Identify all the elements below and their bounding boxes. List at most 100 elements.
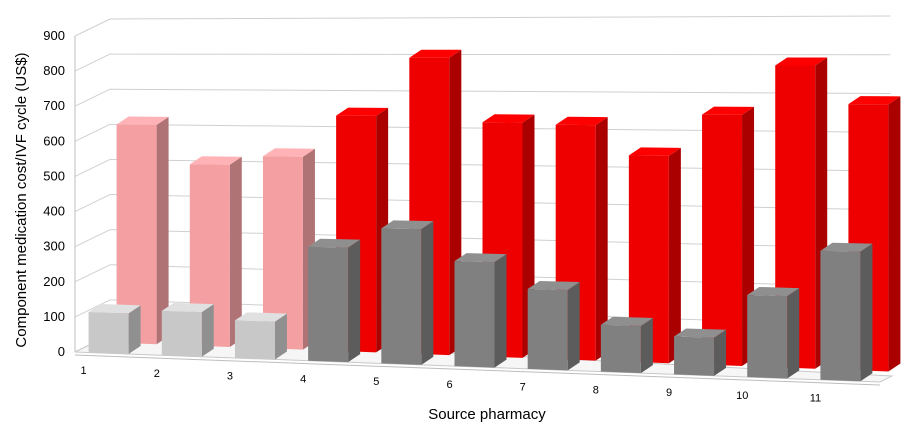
bar-front-11-side (860, 243, 873, 382)
bar-back-1 (116, 116, 169, 345)
bar-front-2-top (161, 302, 214, 313)
bar-back-2-top (189, 156, 242, 165)
bar-front-3-side (274, 313, 287, 360)
x-tick-label: 8 (593, 384, 599, 396)
x-axis-line (74, 354, 881, 386)
bar-back-2-front (189, 164, 230, 347)
bar-front-9-side (714, 329, 727, 376)
bar-front-1-front (88, 312, 129, 354)
bar-front-8 (600, 316, 653, 374)
bar-front-6-front (454, 261, 495, 368)
bar-front-2-side (201, 304, 214, 357)
bar-back-2 (189, 156, 242, 347)
bar-front-4-front (308, 246, 349, 363)
x-axis-label: Source pharmacy (428, 406, 546, 423)
bar-back-4-top (336, 107, 389, 116)
y-tick-label: 300 (43, 239, 65, 254)
x-tick-label: 2 (154, 368, 160, 380)
gridline-side (74, 229, 111, 248)
bar-back-11-top (848, 96, 901, 105)
bar-front-3 (234, 312, 287, 360)
y-tick-label: 200 (43, 274, 65, 289)
gridline-side (74, 53, 111, 72)
gridline-side (74, 18, 111, 37)
bar-front-5-front (381, 228, 422, 365)
y-tick-label: 700 (43, 98, 65, 113)
bar-front-2-front (161, 310, 202, 357)
bar-back-9-top (702, 106, 755, 115)
y-tick-label: 500 (43, 168, 65, 183)
gridline-side (74, 123, 111, 142)
gridline (109, 53, 891, 56)
bar-front-11-front (820, 250, 861, 382)
bar-front-2 (161, 302, 214, 357)
y-tick-label: 100 (43, 309, 65, 324)
bar-front-4-top (308, 238, 361, 248)
gridline-side (74, 158, 111, 177)
bar-front-4 (308, 238, 361, 363)
bar-front-1-side (128, 305, 141, 354)
gridline-side (74, 88, 111, 107)
bar-front-10 (747, 286, 800, 379)
bar-front-8-side (640, 317, 653, 374)
x-tick-label: 4 (300, 373, 306, 385)
bar-front-1 (88, 304, 141, 354)
y-axis-label: Component medication cost/IVF cycle (US$… (13, 52, 30, 347)
bar-front-8-top (600, 316, 653, 326)
bar-back-9 (702, 106, 755, 367)
bar-front-5-top (381, 220, 434, 230)
x-tick-label: 10 (736, 390, 748, 402)
bar-back-7-top (555, 116, 608, 126)
bar-front-10-top (747, 286, 800, 297)
bar-front-7-front (527, 288, 568, 371)
gridline-side (74, 299, 111, 318)
x-tick-label: 6 (446, 379, 452, 391)
y-tick-label: 0 (58, 344, 65, 359)
x-tick-label: 9 (666, 387, 672, 399)
gridline-side (74, 264, 111, 283)
bar-front-6 (454, 253, 507, 368)
bar-front-7-top (527, 280, 580, 291)
bar-back-8-top (628, 147, 681, 156)
bars (88, 49, 901, 382)
bar-back-3-top (262, 148, 315, 157)
bar-front-7 (527, 280, 580, 371)
bar-back-2-side (229, 156, 242, 347)
bar-back-8-side (668, 147, 681, 364)
bar-back-3-front (262, 156, 303, 350)
bar-front-8-front (600, 324, 641, 374)
bar-back-5-top (409, 49, 462, 58)
y-axis-ticks: 0 100 200 300 400 500 600 700 800 900 (43, 28, 65, 359)
y-tick-label: 400 (43, 204, 65, 219)
bar-back-1-front (116, 124, 157, 345)
bar-front-6-top (454, 253, 507, 263)
x-tick-label: 3 (227, 371, 233, 383)
bar-front-4-side (348, 239, 361, 363)
gridline (109, 88, 891, 95)
bar-front-9-top (674, 328, 727, 338)
gridline-side (74, 194, 111, 213)
bar-front-9 (674, 328, 727, 376)
bar-front-1-top (88, 304, 141, 314)
bar-front-3-top (234, 312, 287, 322)
bar-back-1-side (156, 116, 169, 345)
bar-front-10-front (747, 294, 788, 379)
bar-back-8 (628, 147, 681, 364)
x-tick-label: 11 (810, 393, 821, 405)
bar-back-11-side (888, 96, 901, 372)
bar-front-11 (820, 242, 873, 382)
bar-front-5-side (421, 221, 434, 365)
bar-front-10-side (787, 288, 800, 379)
bar-back-1-top (116, 116, 169, 125)
bar-front-3-front (234, 320, 275, 360)
bar-front-6-side (494, 254, 507, 368)
bar-back-9-front (702, 114, 743, 367)
y-tick-label: 600 (43, 133, 65, 148)
bar-front-9-front (674, 336, 715, 376)
x-tick-label: 7 (520, 382, 526, 394)
gridline (109, 15, 891, 20)
x-axis-ticks: 1 2 3 4 5 6 7 8 9 10 11 (81, 365, 822, 404)
bar-back-7-side (595, 117, 608, 361)
bar-back-8-front (628, 155, 669, 364)
